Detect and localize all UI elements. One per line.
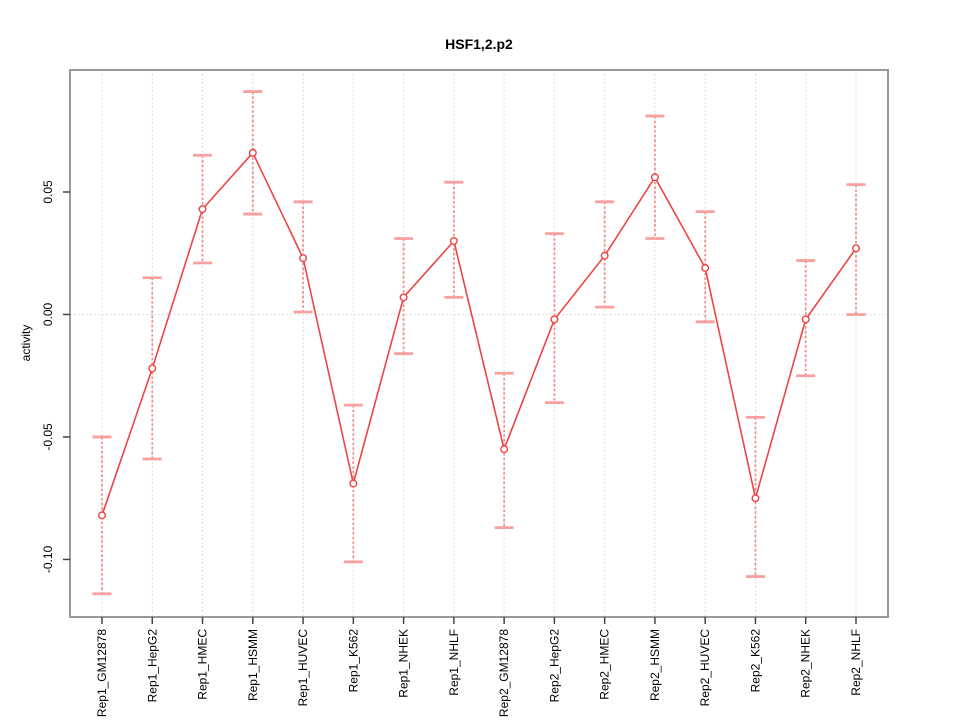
data-point — [97, 511, 106, 520]
data-point — [299, 254, 308, 263]
x-axis-label: Rep2_NHLF — [849, 629, 863, 696]
data-points — [97, 148, 861, 520]
data-point — [852, 244, 861, 253]
data-point — [349, 479, 358, 488]
y-tick-label: -0.10 — [41, 545, 55, 573]
data-point — [399, 293, 408, 302]
data-point — [248, 148, 257, 157]
x-axis-label: Rep1_NHLF — [447, 629, 461, 696]
x-axis-labels: Rep1_GM12878 Rep1_HepG2 Rep1_HMEC Rep1_HSMM… — [95, 629, 863, 717]
y-tick-label: 0.00 — [41, 302, 55, 326]
data-point — [600, 251, 609, 260]
data-point — [449, 236, 458, 245]
plot-frame — [69, 69, 889, 618]
x-axis-label: Rep1_GM12878 — [95, 629, 109, 717]
x-axis-label: Rep1_HUVEC — [296, 629, 310, 707]
data-point — [148, 364, 157, 373]
x-axis-label: Rep2_GM12878 — [497, 629, 511, 717]
series-line — [101, 151, 857, 516]
x-axis-label: Rep1_NHEK — [397, 629, 411, 698]
y-axis-label: activity — [19, 325, 33, 362]
data-point — [500, 445, 509, 454]
data-point — [801, 315, 810, 324]
x-axis-label: Rep1_HMEC — [196, 629, 210, 700]
y-axis-ticks — [63, 191, 70, 561]
x-axis-label: Rep2_HUVEC — [698, 629, 712, 707]
x-axis-label: Rep2_HSMM — [648, 629, 662, 701]
data-point — [751, 494, 760, 503]
data-point — [550, 315, 559, 324]
data-point — [650, 173, 659, 182]
x-axis-label: Rep1_HepG2 — [145, 629, 159, 703]
data-point — [198, 205, 207, 214]
y-tick-label: 0.05 — [41, 180, 55, 204]
data-point — [701, 263, 710, 272]
x-axis-label: Rep2_NHEK — [799, 629, 813, 698]
chart-title: HSF1,2.p2 — [445, 36, 513, 52]
x-axis-label: Rep2_HepG2 — [547, 629, 561, 703]
x-axis-label: Rep2_HMEC — [598, 629, 612, 700]
y-tick-label: -0.05 — [41, 423, 55, 451]
x-axis-label: Rep1_K562 — [346, 629, 360, 693]
x-axis-ticks — [101, 617, 857, 624]
x-axis-label: Rep1_HSMM — [246, 629, 260, 701]
gridlines — [70, 70, 888, 617]
y-axis-tick-labels: 0.05 0.00 -0.05 -0.10 — [41, 180, 55, 573]
x-axis-label: Rep2_K562 — [748, 629, 762, 693]
